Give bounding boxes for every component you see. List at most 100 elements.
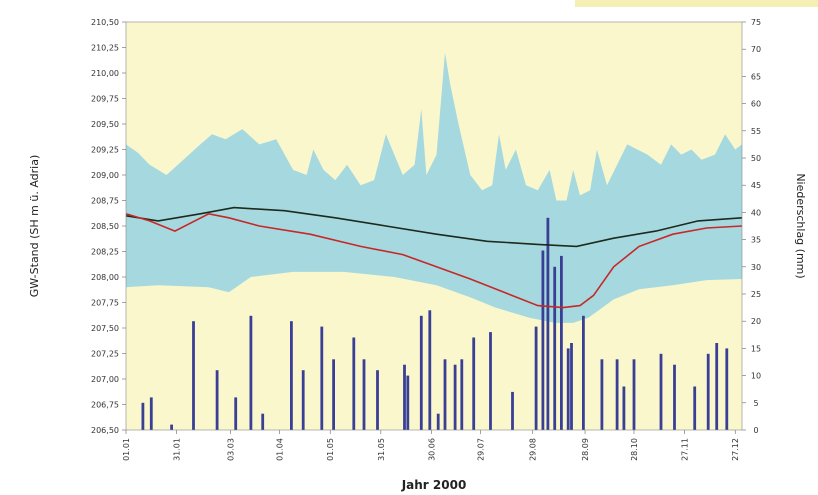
precipitation-bar xyxy=(192,321,195,430)
precipitation-bar xyxy=(320,326,324,430)
precipitation-bar xyxy=(566,348,570,430)
precipitation-bar xyxy=(553,266,557,430)
precipitation-bar xyxy=(443,359,447,430)
x-axis-title: Jahr 2000 xyxy=(401,478,467,492)
precipitation-bar xyxy=(546,217,550,430)
right-tick-label: 65 xyxy=(751,72,761,81)
x-tick-label: 28.10 xyxy=(630,438,639,461)
precipitation-bar xyxy=(622,386,626,430)
precipitation-bar xyxy=(615,359,619,430)
precipitation-bar xyxy=(419,315,423,430)
left-tick-label: 210,50 xyxy=(91,18,119,27)
precipitation-bar xyxy=(428,310,432,430)
precipitation-bar xyxy=(725,348,729,430)
precipitation-bar xyxy=(693,386,697,430)
right-tick-label: 35 xyxy=(751,236,761,245)
right-tick-label: 30 xyxy=(751,263,761,272)
precipitation-bar xyxy=(234,397,238,430)
mean-line xyxy=(125,206,743,248)
x-tick-label: 31.01 xyxy=(173,438,182,461)
left-tick-label: 208,25 xyxy=(91,248,119,257)
left-tick-label: 208,50 xyxy=(91,222,119,231)
left-tick-label: 210,25 xyxy=(91,44,119,53)
right-tick-label: 40 xyxy=(751,208,761,217)
precipitation-bar xyxy=(600,359,604,430)
precipitation-bar xyxy=(460,359,464,430)
x-tick-label: 30.06 xyxy=(427,438,436,461)
right-tick-label: 45 xyxy=(751,181,761,190)
left-tick-label: 207,25 xyxy=(91,350,119,359)
precipitation-bar xyxy=(170,424,173,430)
left-tick-label: 207,50 xyxy=(91,324,119,333)
left-axis-title: GW-Stand (SH m ü. Adria) xyxy=(28,155,41,298)
left-tick-label: 207,00 xyxy=(91,375,119,384)
right-tick-label: 50 xyxy=(751,154,761,163)
x-tick-label: 01.05 xyxy=(326,438,335,461)
band-layer xyxy=(126,52,742,430)
left-tick-label: 207,75 xyxy=(91,299,119,308)
left-tick-label: 210,00 xyxy=(91,69,119,78)
precipitation-bar xyxy=(511,391,514,430)
right-tick-label: 60 xyxy=(751,100,761,109)
precipitation-bar xyxy=(332,359,335,430)
precipitation-bar xyxy=(570,343,573,430)
left-tick-label: 206,50 xyxy=(91,426,119,435)
precipitation-bar xyxy=(215,370,219,430)
precipitation-bar xyxy=(149,397,153,430)
x-tick-label: 01.04 xyxy=(276,438,285,461)
left-tick-label: 209,25 xyxy=(91,146,119,155)
right-axis-ticks: 0 5 10 15 20 25 30 35 40 45 50 55 60 65 70 75 xyxy=(742,18,761,435)
min-envelope-area xyxy=(126,271,742,430)
left-tick-label: 209,00 xyxy=(91,171,119,180)
precipitation-bar xyxy=(403,364,406,430)
right-tick-label: 55 xyxy=(751,127,761,136)
right-tick-label: 0 xyxy=(753,426,758,435)
plot-frame xyxy=(125,21,743,431)
right-tick-label: 20 xyxy=(751,317,761,326)
precipitation-bar xyxy=(406,375,410,430)
left-tick-label: 206,75 xyxy=(91,401,119,410)
left-tick-label: 208,75 xyxy=(91,197,119,206)
precipitation-bar xyxy=(453,364,457,430)
precipitation-bar xyxy=(706,353,710,430)
x-tick-label: 29.08 xyxy=(529,438,538,461)
top-right-decoration xyxy=(575,0,818,7)
left-tick-label: 209,50 xyxy=(91,120,119,129)
x-tick-label: 03.03 xyxy=(227,438,236,461)
right-tick-label: 75 xyxy=(751,18,761,27)
left-tick-label: 208,00 xyxy=(91,273,119,282)
precipitation-bar xyxy=(472,337,476,430)
precipitation-bar xyxy=(673,364,676,430)
precipitation-bar xyxy=(261,413,265,430)
precipitation-bar xyxy=(489,332,492,430)
x-tick-label: 28.09 xyxy=(581,438,590,461)
left-axis-ticks: 206,50 206,75 207,00 207,25 207,50 207,75 208,… xyxy=(91,18,126,435)
right-tick-label: 5 xyxy=(753,399,758,408)
year-2000-line xyxy=(125,212,743,309)
x-tick-label: 01.01 xyxy=(122,438,131,461)
x-tick-label: 27.12 xyxy=(731,438,740,461)
precipitation-bar xyxy=(290,321,293,430)
precipitation-bar xyxy=(659,353,663,430)
left-tick-label: 209,75 xyxy=(91,95,119,104)
precipitation-bar xyxy=(560,255,563,430)
precipitation-bar xyxy=(436,413,440,430)
x-axis-ticks: 01.01 31.01 03.03 01.04 01.05 31.05 30.06 29.07… xyxy=(122,430,740,461)
precipitation-bar xyxy=(362,359,366,430)
right-tick-label: 70 xyxy=(751,45,761,54)
precipitation-bar xyxy=(632,359,636,430)
right-tick-label: 10 xyxy=(751,372,761,381)
right-tick-label: 25 xyxy=(751,290,761,299)
x-tick-label: 27.11 xyxy=(681,438,690,461)
precipitation-bar xyxy=(541,250,545,430)
line-layer xyxy=(125,206,743,309)
precipitation-bar xyxy=(301,370,305,430)
right-axis-title: Niederschlag (mm) xyxy=(794,173,807,278)
precipitation-bar xyxy=(141,402,145,430)
x-tick-label: 29.07 xyxy=(476,438,485,461)
x-tick-label: 31.05 xyxy=(377,438,386,461)
precipitation-bar xyxy=(715,343,719,430)
precipitation-bar xyxy=(582,315,585,430)
precipitation-bar xyxy=(352,337,356,430)
